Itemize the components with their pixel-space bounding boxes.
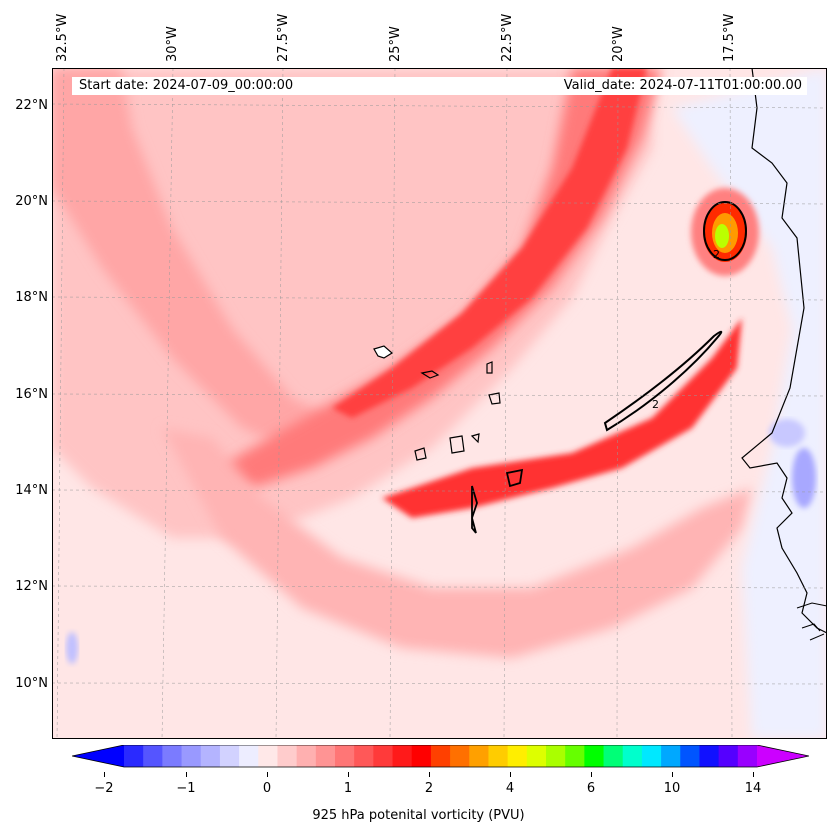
lon-label: 17.5°W — [722, 13, 737, 62]
lon-label: 32.5°W — [55, 13, 70, 62]
gridlines — [52, 68, 827, 739]
colorbar-segment — [239, 745, 259, 767]
colorbar-segment — [277, 745, 298, 767]
colorbar-segment — [680, 745, 701, 767]
lat-label: 14°N — [15, 483, 48, 498]
lat-label: 12°N — [15, 579, 48, 594]
lon-label: 20°W — [611, 26, 626, 62]
island — [470, 433, 480, 444]
island — [373, 345, 394, 359]
colorbar-segment — [296, 745, 317, 767]
pv-maximum-core — [715, 224, 729, 248]
island — [414, 447, 427, 461]
colorbar-segment — [430, 745, 451, 767]
colorbar-segment — [507, 745, 528, 767]
contour-2pvu — [505, 468, 524, 488]
colorbar-segment — [162, 745, 183, 767]
colorbar-segment — [200, 745, 221, 767]
lon-label: 25°W — [388, 26, 403, 62]
valid-date-label: Valid_date: 2024-07-11T01:00:00.00 — [563, 78, 802, 93]
contour-2pvu — [703, 201, 747, 261]
coastline-islands — [796, 602, 827, 641]
colorbar-segment — [392, 745, 413, 767]
colorbar-segment — [737, 745, 758, 767]
colorbar — [72, 745, 809, 768]
colorbar-outline — [72, 745, 809, 768]
pv-field-south-arc — [162, 428, 752, 658]
island — [488, 392, 501, 405]
pv-field-streak — [382, 318, 742, 518]
colorbar-segment — [373, 745, 394, 767]
negative-pv-patch — [66, 632, 78, 664]
coastline — [741, 68, 827, 634]
colorbar-segment — [219, 745, 240, 767]
colorbar-segment — [718, 745, 739, 767]
colorbar-tick: 2 — [424, 781, 434, 796]
pv-field-coast-low — [672, 68, 827, 739]
contour-label: 2 — [713, 248, 720, 261]
colorbar-segment — [488, 745, 509, 767]
lat-label: 20°N — [15, 194, 48, 209]
colorbar-tick: −1 — [176, 781, 196, 796]
colorbar-label: 925 hPa potenital vorticity (PVU) — [312, 808, 525, 823]
colorbar-segment — [315, 745, 336, 767]
colorbar-segment — [335, 745, 355, 767]
island — [449, 435, 465, 454]
colorbar-segment — [641, 745, 662, 767]
lon-label: 22.5°W — [500, 13, 515, 62]
negative-pv-patch — [792, 448, 816, 508]
colorbar-segment — [546, 745, 566, 767]
colorbar-segment — [584, 745, 605, 767]
colorbar-tick: 0 — [262, 781, 272, 796]
colorbar-tick: 1 — [343, 781, 353, 796]
colorbar-segment — [143, 745, 163, 767]
lat-label: 22°N — [15, 98, 48, 113]
lat-label: 16°N — [15, 387, 48, 402]
contour-label: 2 — [652, 398, 659, 411]
pv-map — [52, 68, 827, 739]
island — [486, 361, 493, 374]
pv-field-main-core — [332, 68, 647, 418]
colorbar-segment — [526, 745, 547, 767]
colorbar-extend-high — [757, 745, 809, 767]
colorbar-segment — [258, 745, 279, 767]
negative-pv-patch — [769, 419, 805, 447]
colorbar-segment — [469, 745, 490, 767]
colorbar-segment — [603, 745, 624, 767]
colorbar-segment — [181, 745, 202, 767]
colorbar-segment — [565, 745, 585, 767]
colorbar-segment — [699, 745, 720, 767]
colorbar-tick: −2 — [94, 781, 114, 796]
colorbar-segment — [661, 745, 681, 767]
colorbar-segment — [124, 745, 144, 767]
island — [420, 370, 440, 379]
colorbar-segment — [622, 745, 643, 767]
colorbar-tick: 10 — [663, 781, 681, 796]
contour-2pvu — [471, 485, 478, 534]
lon-label: 30°W — [165, 26, 180, 62]
colorbar-extend-low — [72, 745, 124, 767]
colorbar-segment — [354, 745, 374, 767]
contour-2pvu — [603, 330, 723, 432]
lat-label: 10°N — [15, 676, 48, 691]
start-date-label: Start date: 2024-07-09_00:00:00 — [79, 78, 294, 93]
colorbar-segment — [450, 745, 470, 767]
colorbar-segment — [411, 745, 432, 767]
colorbar-tick: 6 — [586, 781, 596, 796]
lon-label: 27.5°W — [276, 13, 291, 62]
pv-field-band-west — [52, 68, 352, 458]
pv-field-broad — [52, 68, 652, 538]
header-box — [72, 77, 807, 95]
colorbar-tick: 14 — [744, 781, 762, 796]
colorbar-tick: 4 — [505, 781, 515, 796]
lat-label: 18°N — [15, 290, 48, 305]
